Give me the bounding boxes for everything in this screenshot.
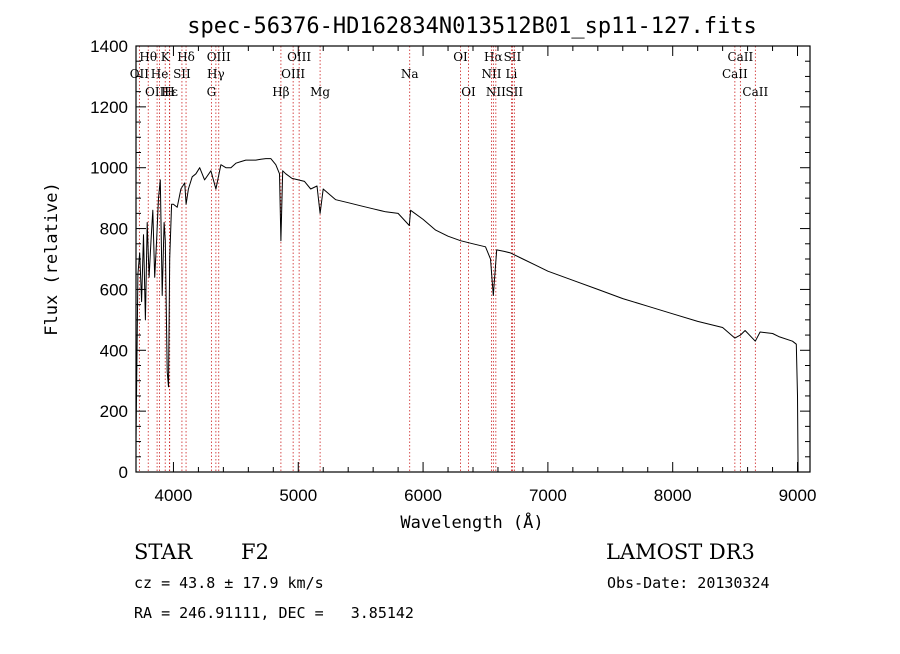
line-label-6: Hα <box>484 50 503 64</box>
x-tick-label-5000: 5000 <box>279 486 317 505</box>
line-label-14: Na <box>401 67 419 81</box>
line-label-20: H <box>164 85 174 99</box>
x-tick-label-8000: 8000 <box>654 486 692 505</box>
y-tick-label-1200: 1200 <box>90 98 128 117</box>
line-label-22: Hβ <box>272 85 289 99</box>
y-axis-label: Flux (relative) <box>42 182 62 336</box>
object-class: STAR <box>134 540 193 564</box>
line-label-18: OIII <box>145 85 169 99</box>
line-label-21: G <box>207 85 217 99</box>
chart-title: spec-56376-HD162834N013512B01_sp11-127.f… <box>187 14 757 39</box>
line-label-26: SII <box>505 85 523 99</box>
coordinates-readout: RA = 246.91111, DEC = 3.85142 <box>134 604 414 622</box>
line-label-3: OIII <box>207 50 231 64</box>
redshift-readout: cz = 43.8 ± 17.9 km/s <box>134 574 324 592</box>
plot-frame <box>135 45 811 473</box>
observation-date: Obs-Date: 20130324 <box>607 574 770 592</box>
line-label-16: Li <box>506 67 518 81</box>
y-tick-label-800: 800 <box>100 220 128 239</box>
line-label-27: CaII <box>742 85 768 99</box>
y-tick-label-1000: 1000 <box>90 159 128 178</box>
y-tick-label-0: 0 <box>119 463 128 482</box>
line-label-7: SII <box>504 50 522 64</box>
x-tick-label-7000: 7000 <box>529 486 567 505</box>
line-label-4: OIII <box>287 50 311 64</box>
spectral-subclass: F2 <box>241 540 269 564</box>
y-tick-label-200: 200 <box>100 402 128 421</box>
line-label-5: OI <box>453 50 468 64</box>
x-tick-label-6000: 6000 <box>404 486 442 505</box>
line-label-12: Hγ <box>207 67 225 81</box>
line-label-1: K <box>161 50 171 64</box>
survey-name: LAMOST DR3 <box>606 540 755 564</box>
line-label-25: NII <box>486 85 506 99</box>
y-tick-label-400: 400 <box>100 341 128 360</box>
y-tick-label-600: 600 <box>100 280 128 299</box>
x-tick-label-9000: 9000 <box>779 486 817 505</box>
line-label-15: NII <box>481 67 501 81</box>
line-label-17: CaII <box>722 67 748 81</box>
x-tick-label-4000: 4000 <box>155 486 193 505</box>
x-axis-label: Wavelength (Å) <box>400 511 543 533</box>
line-label-0: Hθ <box>139 50 157 64</box>
line-label-2: Hδ <box>177 50 195 64</box>
line-label-11: SII <box>173 67 191 81</box>
y-tick-label-1400: 1400 <box>90 37 128 56</box>
spectrum-layer <box>135 158 799 473</box>
x-axis-ticks: 4000 5000 6000 7000 8000 9000 <box>155 46 817 505</box>
spectrum-trace <box>135 158 799 473</box>
line-label-9: OII <box>130 67 150 81</box>
y-axis-ticks: 0 200 400 600 800 1000 1200 1400 <box>90 37 810 482</box>
line-label-24: OI <box>461 85 476 99</box>
line-label-8: CaII <box>727 50 753 64</box>
line-label-23: Mg <box>310 85 330 99</box>
line-label-10: He <box>151 67 169 81</box>
line-label-13: OIII <box>281 67 305 81</box>
